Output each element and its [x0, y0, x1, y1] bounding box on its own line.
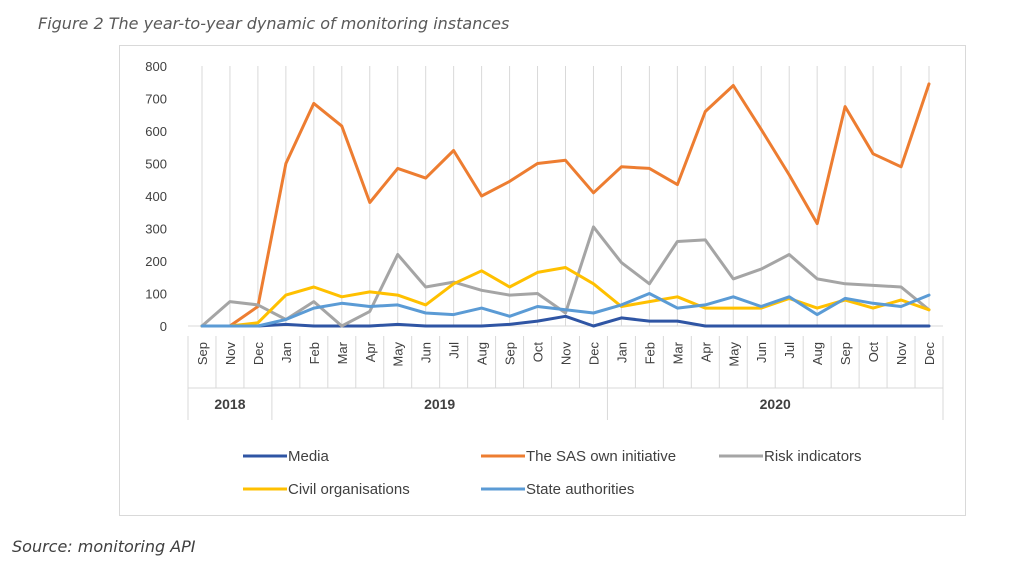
y-tick-label: 600 — [145, 124, 167, 139]
figure-caption: Figure 2 The year-to-year dynamic of mon… — [38, 14, 510, 33]
x-tick-label: Apr — [698, 341, 713, 362]
x-tick-label: Mar — [670, 341, 685, 364]
legend-label: Risk indicators — [764, 448, 862, 465]
x-tick-label: Jun — [419, 342, 434, 363]
x-tick-label: Oct — [866, 342, 881, 363]
y-axis-tick-labels: 800 700 600 500 400 300 200 100 0 — [145, 59, 167, 334]
x-tick-label: Jun — [754, 342, 769, 363]
series-line — [200, 82, 931, 328]
x-tick-label: Dec — [586, 342, 601, 366]
year-label: 2018 — [214, 396, 245, 412]
x-tick-label: Dec — [251, 342, 266, 366]
x-tick-label: Nov — [223, 342, 238, 366]
year-label: 2019 — [424, 396, 455, 412]
x-tick-label: Mar — [335, 341, 350, 364]
series-line — [200, 266, 931, 328]
series-line — [200, 225, 931, 328]
x-tick-label: Sep — [838, 342, 853, 365]
x-tick-label: Oct — [531, 342, 546, 363]
legend-label: The SAS own initiative — [526, 448, 676, 465]
year-label: 2020 — [760, 396, 791, 412]
x-tick-label: Nov — [894, 342, 909, 366]
chart-frame — [119, 45, 966, 516]
y-tick-label: 0 — [160, 319, 167, 334]
y-tick-label: 700 — [145, 92, 167, 107]
y-tick-label: 200 — [145, 254, 167, 269]
y-tick-label: 100 — [145, 287, 167, 302]
y-tick-label: 500 — [145, 157, 167, 172]
legend-label: Civil organisations — [288, 481, 410, 498]
legend-label: Media — [288, 448, 330, 465]
x-tick-label: Apr — [363, 341, 378, 362]
x-tick-label: Jan — [614, 342, 629, 363]
x-tick-label: Sep — [503, 342, 518, 365]
x-tick-label: Sep — [195, 342, 210, 365]
x-tick-label: May — [391, 342, 406, 367]
x-tick-label: Jul — [782, 342, 797, 359]
y-tick-label: 300 — [145, 222, 167, 237]
x-tick-label: Feb — [642, 342, 657, 364]
figure-source: Source: monitoring API — [12, 537, 196, 556]
x-tick-label: Jan — [279, 342, 294, 363]
x-axis: Sep Nov Dec Jan Feb Mar Apr May Jun Jul Aug Sep Oct N… — [187, 336, 944, 420]
y-tick-label: 400 — [145, 189, 167, 204]
x-tick-label: May — [726, 342, 741, 367]
legend: Media The SAS own initiative Risk indicato… — [243, 448, 862, 498]
x-tick-label: Aug — [810, 342, 825, 365]
x-tick-label: Dec — [922, 342, 937, 366]
legend-label: State authorities — [526, 481, 634, 498]
series-line — [200, 314, 931, 328]
series-line — [200, 292, 931, 328]
x-tick-label: Aug — [475, 342, 490, 365]
x-tick-label: Jul — [447, 342, 462, 359]
y-tick-label: 800 — [145, 59, 167, 74]
grid-lines — [188, 66, 943, 327]
x-tick-label: Nov — [559, 342, 574, 366]
x-tick-label: Feb — [307, 342, 322, 364]
series-lines — [200, 82, 931, 328]
